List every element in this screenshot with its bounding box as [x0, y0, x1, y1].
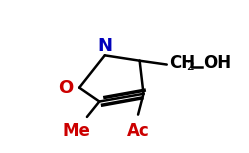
Text: Me: Me	[62, 122, 90, 140]
Text: N: N	[97, 37, 112, 55]
Text: O: O	[59, 79, 74, 97]
Text: Ac: Ac	[127, 122, 149, 140]
Text: 2: 2	[186, 60, 194, 73]
Text: CH: CH	[169, 54, 195, 72]
Text: OH: OH	[203, 54, 231, 72]
